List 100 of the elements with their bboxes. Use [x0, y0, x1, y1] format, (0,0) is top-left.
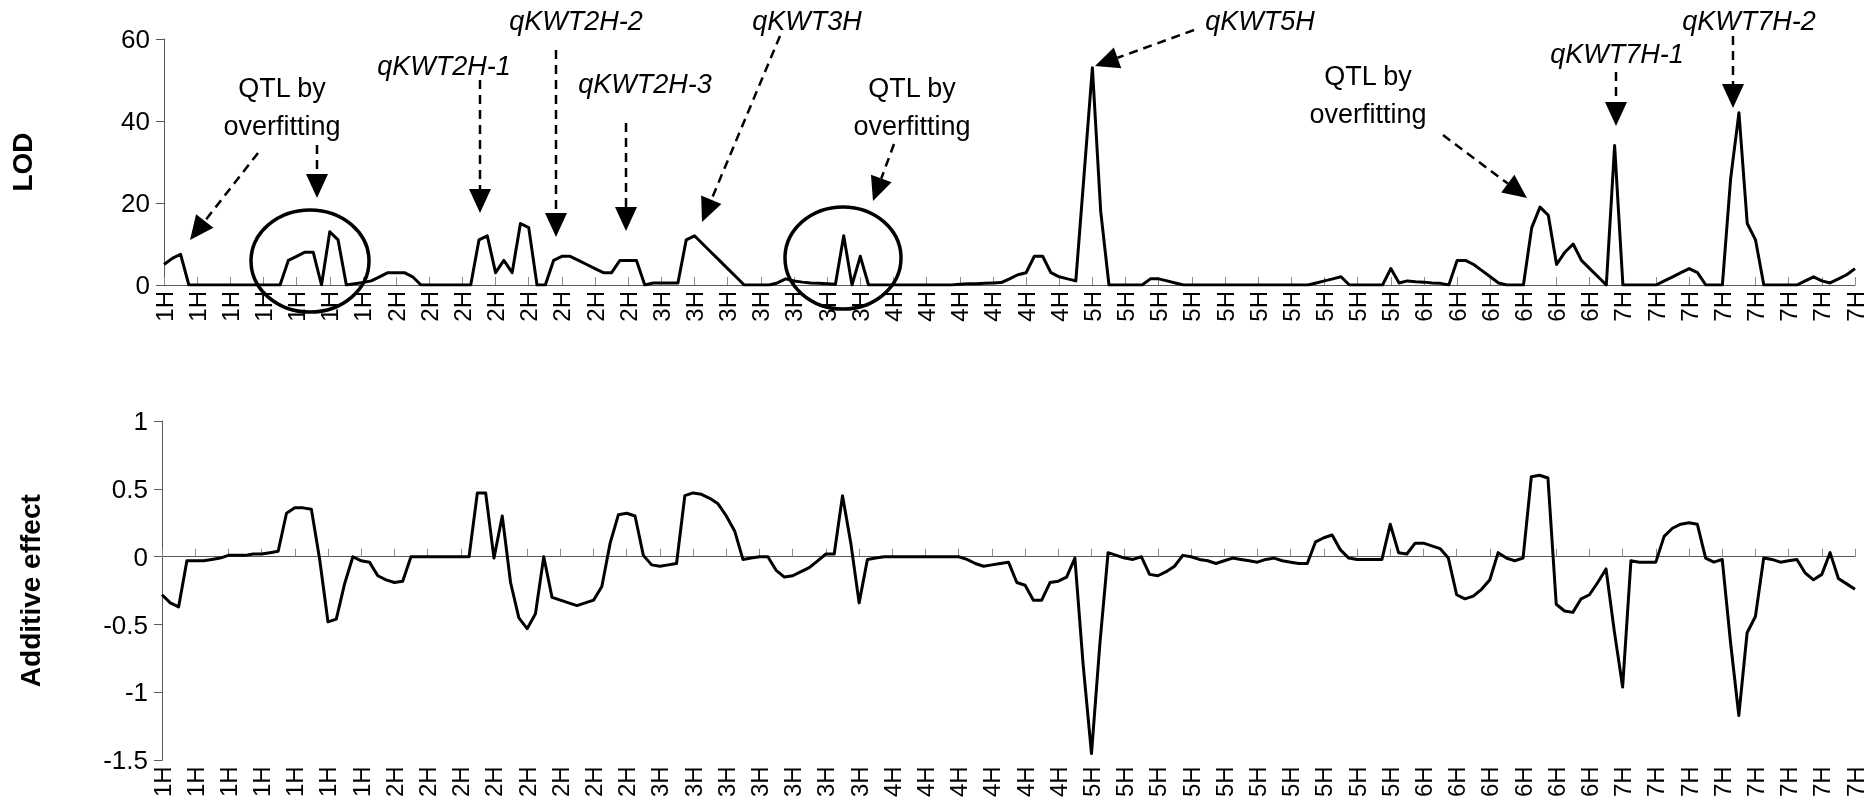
x-tick-label: 2H [614, 291, 642, 322]
x-tick-label: 2H [447, 766, 475, 798]
text: qKWT7H-2 [1682, 6, 1816, 36]
x-tick-label: 6H [1575, 766, 1603, 798]
x-tick-label: 7H [1708, 291, 1736, 322]
x-tick-label: 5H [1310, 766, 1338, 798]
text: qKWT2H-2 [509, 6, 643, 36]
x-tick-label: 5H [1111, 766, 1139, 798]
y-tick-label: 1 [133, 406, 148, 436]
x-tick-label: 2H [382, 291, 410, 322]
text: qKWT5H [1205, 6, 1316, 36]
x-tick-label: 3H [845, 766, 873, 798]
x-tick-label: 6H [1410, 291, 1438, 322]
y-tick-label: 60 [121, 24, 150, 54]
x-tick-label: 6H [1476, 766, 1504, 798]
x-tick-label: 6H [1543, 291, 1571, 322]
x-tick-label: 7H [1775, 766, 1803, 798]
x-tick-label: 7H [1841, 291, 1869, 322]
x-tick-label: 7H [1841, 766, 1869, 798]
x-tick-label: 6H [1476, 291, 1504, 322]
x-tick-label: 5H [1211, 291, 1239, 322]
x-tick-label: 2H [415, 291, 443, 322]
x-tick-label: 2H [414, 766, 442, 798]
x-tick-label: 3H [646, 766, 674, 798]
x-tick-label: 1H [347, 766, 375, 798]
x-tick-label: 5H [1145, 291, 1173, 322]
y-tick-label: 0 [133, 541, 148, 572]
y-axis-title: LOD [6, 132, 38, 192]
x-tick-label: 7H [1609, 291, 1637, 322]
x-tick-label: 5H [1210, 766, 1238, 798]
x-tick-label: 3H [647, 291, 675, 322]
x-tick-label: 4H [878, 766, 906, 798]
x-tick-label: 4H [912, 766, 940, 798]
x-tick-label: 7H [1675, 766, 1703, 798]
x-tick-label: 1H [281, 766, 309, 798]
annotation: qKWT7H-1 [1550, 39, 1684, 69]
x-tick-label: 5H [1078, 291, 1106, 322]
x-tick-label: 1H [214, 766, 242, 798]
x-tick-label: 2H [580, 766, 608, 798]
x-tick-label: 7H [1675, 291, 1703, 322]
x-tick-label: 5H [1112, 291, 1140, 322]
y-tick-label: -0.5 [103, 609, 148, 640]
annotation: qKWT2H-3 [578, 69, 712, 99]
annotation: qKWT2H-1 [377, 51, 511, 81]
x-tick-label: 3H [681, 291, 709, 322]
x-tick-label: 1H [181, 766, 209, 798]
x-tick-label: 6H [1409, 766, 1437, 798]
x-tick-label: 1H [216, 291, 244, 322]
x-tick-label: 7H [1808, 766, 1836, 798]
x-tick-label: 5H [1277, 291, 1305, 322]
x-tick-label: 1H [316, 291, 344, 322]
x-tick-label: 2H [581, 291, 609, 322]
x-tick-label: 3H [679, 766, 707, 798]
y-tick-label: 0.5 [111, 473, 148, 504]
x-tick-label: 2H [546, 766, 574, 798]
x-tick-label: 7H [1642, 766, 1670, 798]
x-tick-label: 4H [1011, 766, 1039, 798]
x-tick-label: 4H [913, 291, 941, 322]
x-tick-label: 2H [480, 766, 508, 798]
x-tick-label: 7H [1642, 291, 1670, 322]
x-tick-label: 5H [1244, 291, 1272, 322]
x-tick-label: 6H [1443, 766, 1471, 798]
x-tick-label: 5H [1277, 766, 1305, 798]
x-tick-label: 7H [1742, 291, 1770, 322]
x-tick-label: 3H [779, 766, 807, 798]
x-tick-label: 6H [1443, 291, 1471, 322]
y-tick-label: 20 [121, 188, 150, 218]
x-tick-label: 5H [1310, 291, 1338, 322]
x-tick-label: 7H [1808, 291, 1836, 322]
x-tick-label: 7H [1775, 291, 1803, 322]
x-tick-label: 1H [249, 291, 277, 322]
x-tick-label: 2H [613, 766, 641, 798]
x-tick-label: 2H [482, 291, 510, 322]
x-tick-label: 3H [714, 291, 742, 322]
x-tick-label: 2H [380, 766, 408, 798]
text: qKWT3H [752, 6, 863, 36]
y-tick-label: -1.5 [103, 745, 148, 776]
x-tick-label: 5H [1343, 766, 1371, 798]
x-tick-label: 3H [712, 766, 740, 798]
x-tick-label: 3H [780, 291, 808, 322]
x-tick-label: 5H [1077, 766, 1105, 798]
x-tick-label: 6H [1509, 291, 1537, 322]
x-tick-label: 4H [978, 766, 1006, 798]
x-tick-label: 1H [283, 291, 311, 322]
x-tick-label: 3H [747, 291, 775, 322]
y-tick-label: 0 [135, 270, 150, 300]
y-tick-label: -1 [124, 677, 148, 708]
x-tick-label: 4H [979, 291, 1007, 322]
x-tick-label: 2H [515, 291, 543, 322]
x-tick-label: 3H [746, 766, 774, 798]
annotation: QTL by overfitting [1309, 61, 1427, 129]
x-tick-label: 5H [1377, 291, 1405, 322]
x-tick-label: 1H [150, 291, 178, 322]
x-tick-label: 4H [1012, 291, 1040, 322]
x-tick-label: 1H [248, 766, 276, 798]
x-tick-label: 5H [1178, 291, 1206, 322]
x-tick-label: 5H [1344, 291, 1372, 322]
y-axis-title: Additive effect [14, 494, 46, 688]
x-tick-label: 7H [1708, 766, 1736, 798]
x-tick-label: 4H [946, 291, 974, 322]
